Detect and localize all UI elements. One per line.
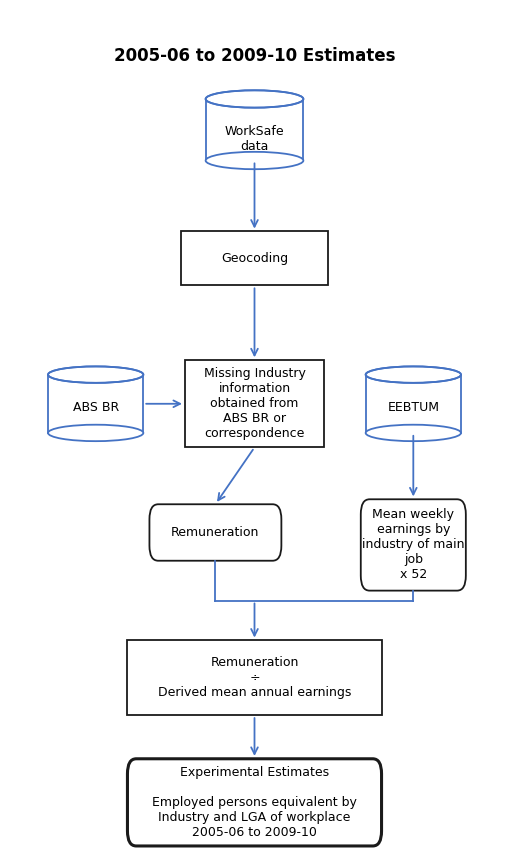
FancyBboxPatch shape	[361, 499, 466, 591]
Bar	[48, 375, 144, 432]
Ellipse shape	[206, 152, 303, 170]
Ellipse shape	[50, 369, 142, 380]
Bar	[365, 375, 461, 432]
Text: ABS BR: ABS BR	[73, 401, 119, 414]
Ellipse shape	[206, 90, 303, 107]
Text: Remuneration
÷
Derived mean annual earnings: Remuneration ÷ Derived mean annual earni…	[158, 657, 351, 699]
Text: WorkSafe
data: WorkSafe data	[224, 125, 285, 153]
Text: Mean weekly
earnings by
industry of main
job
x 52: Mean weekly earnings by industry of main…	[362, 509, 465, 581]
Bar	[181, 232, 328, 285]
Ellipse shape	[207, 93, 302, 105]
Text: 2005-06 to 2009-10 Estimates: 2005-06 to 2009-10 Estimates	[114, 47, 395, 65]
Text: Missing Industry
information
obtained from
ABS BR or
correspondence: Missing Industry information obtained fr…	[204, 368, 305, 440]
Ellipse shape	[48, 425, 144, 441]
Bar	[206, 99, 303, 161]
Ellipse shape	[48, 367, 144, 383]
Text: Geocoding: Geocoding	[221, 252, 288, 265]
FancyBboxPatch shape	[127, 759, 382, 846]
Ellipse shape	[365, 425, 461, 441]
Text: Experimental Estimates

Employed persons equivalent by
Industry and LGA of workp: Experimental Estimates Employed persons …	[152, 766, 357, 839]
Bar	[185, 360, 324, 447]
Text: Remuneration: Remuneration	[171, 526, 260, 539]
Text: EEBTUM: EEBTUM	[387, 401, 439, 414]
FancyBboxPatch shape	[150, 504, 281, 561]
Bar	[127, 640, 382, 715]
Ellipse shape	[365, 367, 461, 383]
Ellipse shape	[367, 369, 459, 380]
